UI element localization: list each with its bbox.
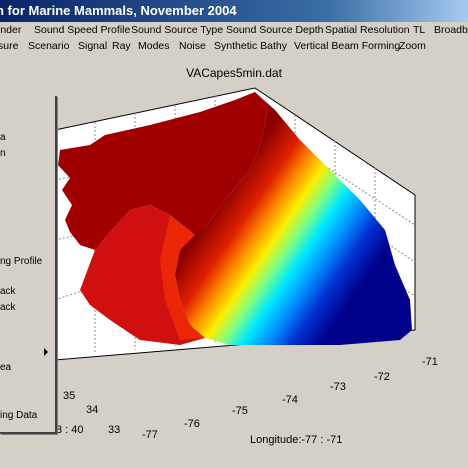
context-menu-item[interactable]: n <box>0 148 6 159</box>
wall-shading <box>160 215 205 340</box>
lon-tick-label: -72 <box>374 371 390 383</box>
context-menu-item[interactable]: ng Profile <box>0 256 43 267</box>
context-menu-item[interactable]: ing Data <box>0 410 38 421</box>
context-menu-item[interactable]: ack <box>0 302 16 313</box>
menu-item-sound-source-depth[interactable]: Sound Source Depth <box>226 24 324 36</box>
menu-item-measure[interactable]: sure <box>0 40 19 52</box>
context-menu-item[interactable]: a <box>0 132 6 143</box>
menu-item-synthetic-bathy[interactable]: Synthetic Bathy <box>214 40 287 52</box>
menu-item-spatial-resolution[interactable]: Spatial Resolution <box>325 24 410 36</box>
lat-tick-label: 33 <box>108 424 120 436</box>
x-axis-label: Longitude:-77 : -71 <box>250 434 342 446</box>
lat-tick-label: 35 <box>63 390 75 402</box>
lon-tick-label: -74 <box>282 394 298 406</box>
menu-item-scenario[interactable]: Scenario <box>28 40 70 52</box>
menu-bar-bottom: sure Scenario Signal Ray Modes Noise Syn… <box>0 38 468 55</box>
menu-item-zoom[interactable]: Zoom <box>399 40 426 52</box>
menu-item-sound-source-type[interactable]: Sound Source Type <box>131 24 224 36</box>
lon-tick-label: -71 <box>422 356 438 368</box>
ocean-floor-surface <box>175 92 412 345</box>
menu-item-noise[interactable]: Noise <box>179 40 206 52</box>
longitude-ticks: -77 -76 -75 -74 -73 -72 -71 <box>142 356 438 441</box>
menu-item-tl[interactable]: TL <box>413 24 426 36</box>
lat-tick-label: 34 <box>86 404 98 416</box>
menu-item-vertical-beam-forming[interactable]: Vertical Beam Forming <box>294 40 401 52</box>
menu-bar-top: inder Sound Speed Profile Sound Source T… <box>0 22 468 39</box>
lon-tick-label: -76 <box>184 418 200 430</box>
title-bar: h for Marine Mammals, November 2004 <box>0 0 468 22</box>
lon-tick-label: -73 <box>330 381 346 393</box>
lon-tick-label: -75 <box>232 405 248 417</box>
lat-axis-label-partial: 3 : 40 <box>56 424 84 436</box>
menu-item-modes[interactable]: Modes <box>138 40 170 52</box>
menu-item-signal[interactable]: Signal <box>78 40 108 52</box>
menu-item-broadband[interactable]: Broadba <box>434 24 468 36</box>
submenu-arrow-icon <box>44 348 48 356</box>
land-surface <box>58 92 268 250</box>
menu-item-sound-speed-profile[interactable]: Sound Speed Profile <box>34 24 131 36</box>
plot-title: VACapes5min.dat <box>186 66 282 80</box>
window-title: h for Marine Mammals, November 2004 <box>0 3 237 18</box>
lon-tick-label: -77 <box>142 429 158 441</box>
latitude-ticks: 33 34 35 3 : 40 <box>56 390 120 436</box>
menu-item-finder[interactable]: inder <box>0 24 22 36</box>
menu-item-ray[interactable]: Ray <box>112 40 131 52</box>
context-menu-item[interactable]: ea <box>0 362 12 373</box>
context-menu-item[interactable]: ack <box>0 286 16 297</box>
context-menu: a n ng Profile ack ack ea ing Data <box>0 96 57 434</box>
